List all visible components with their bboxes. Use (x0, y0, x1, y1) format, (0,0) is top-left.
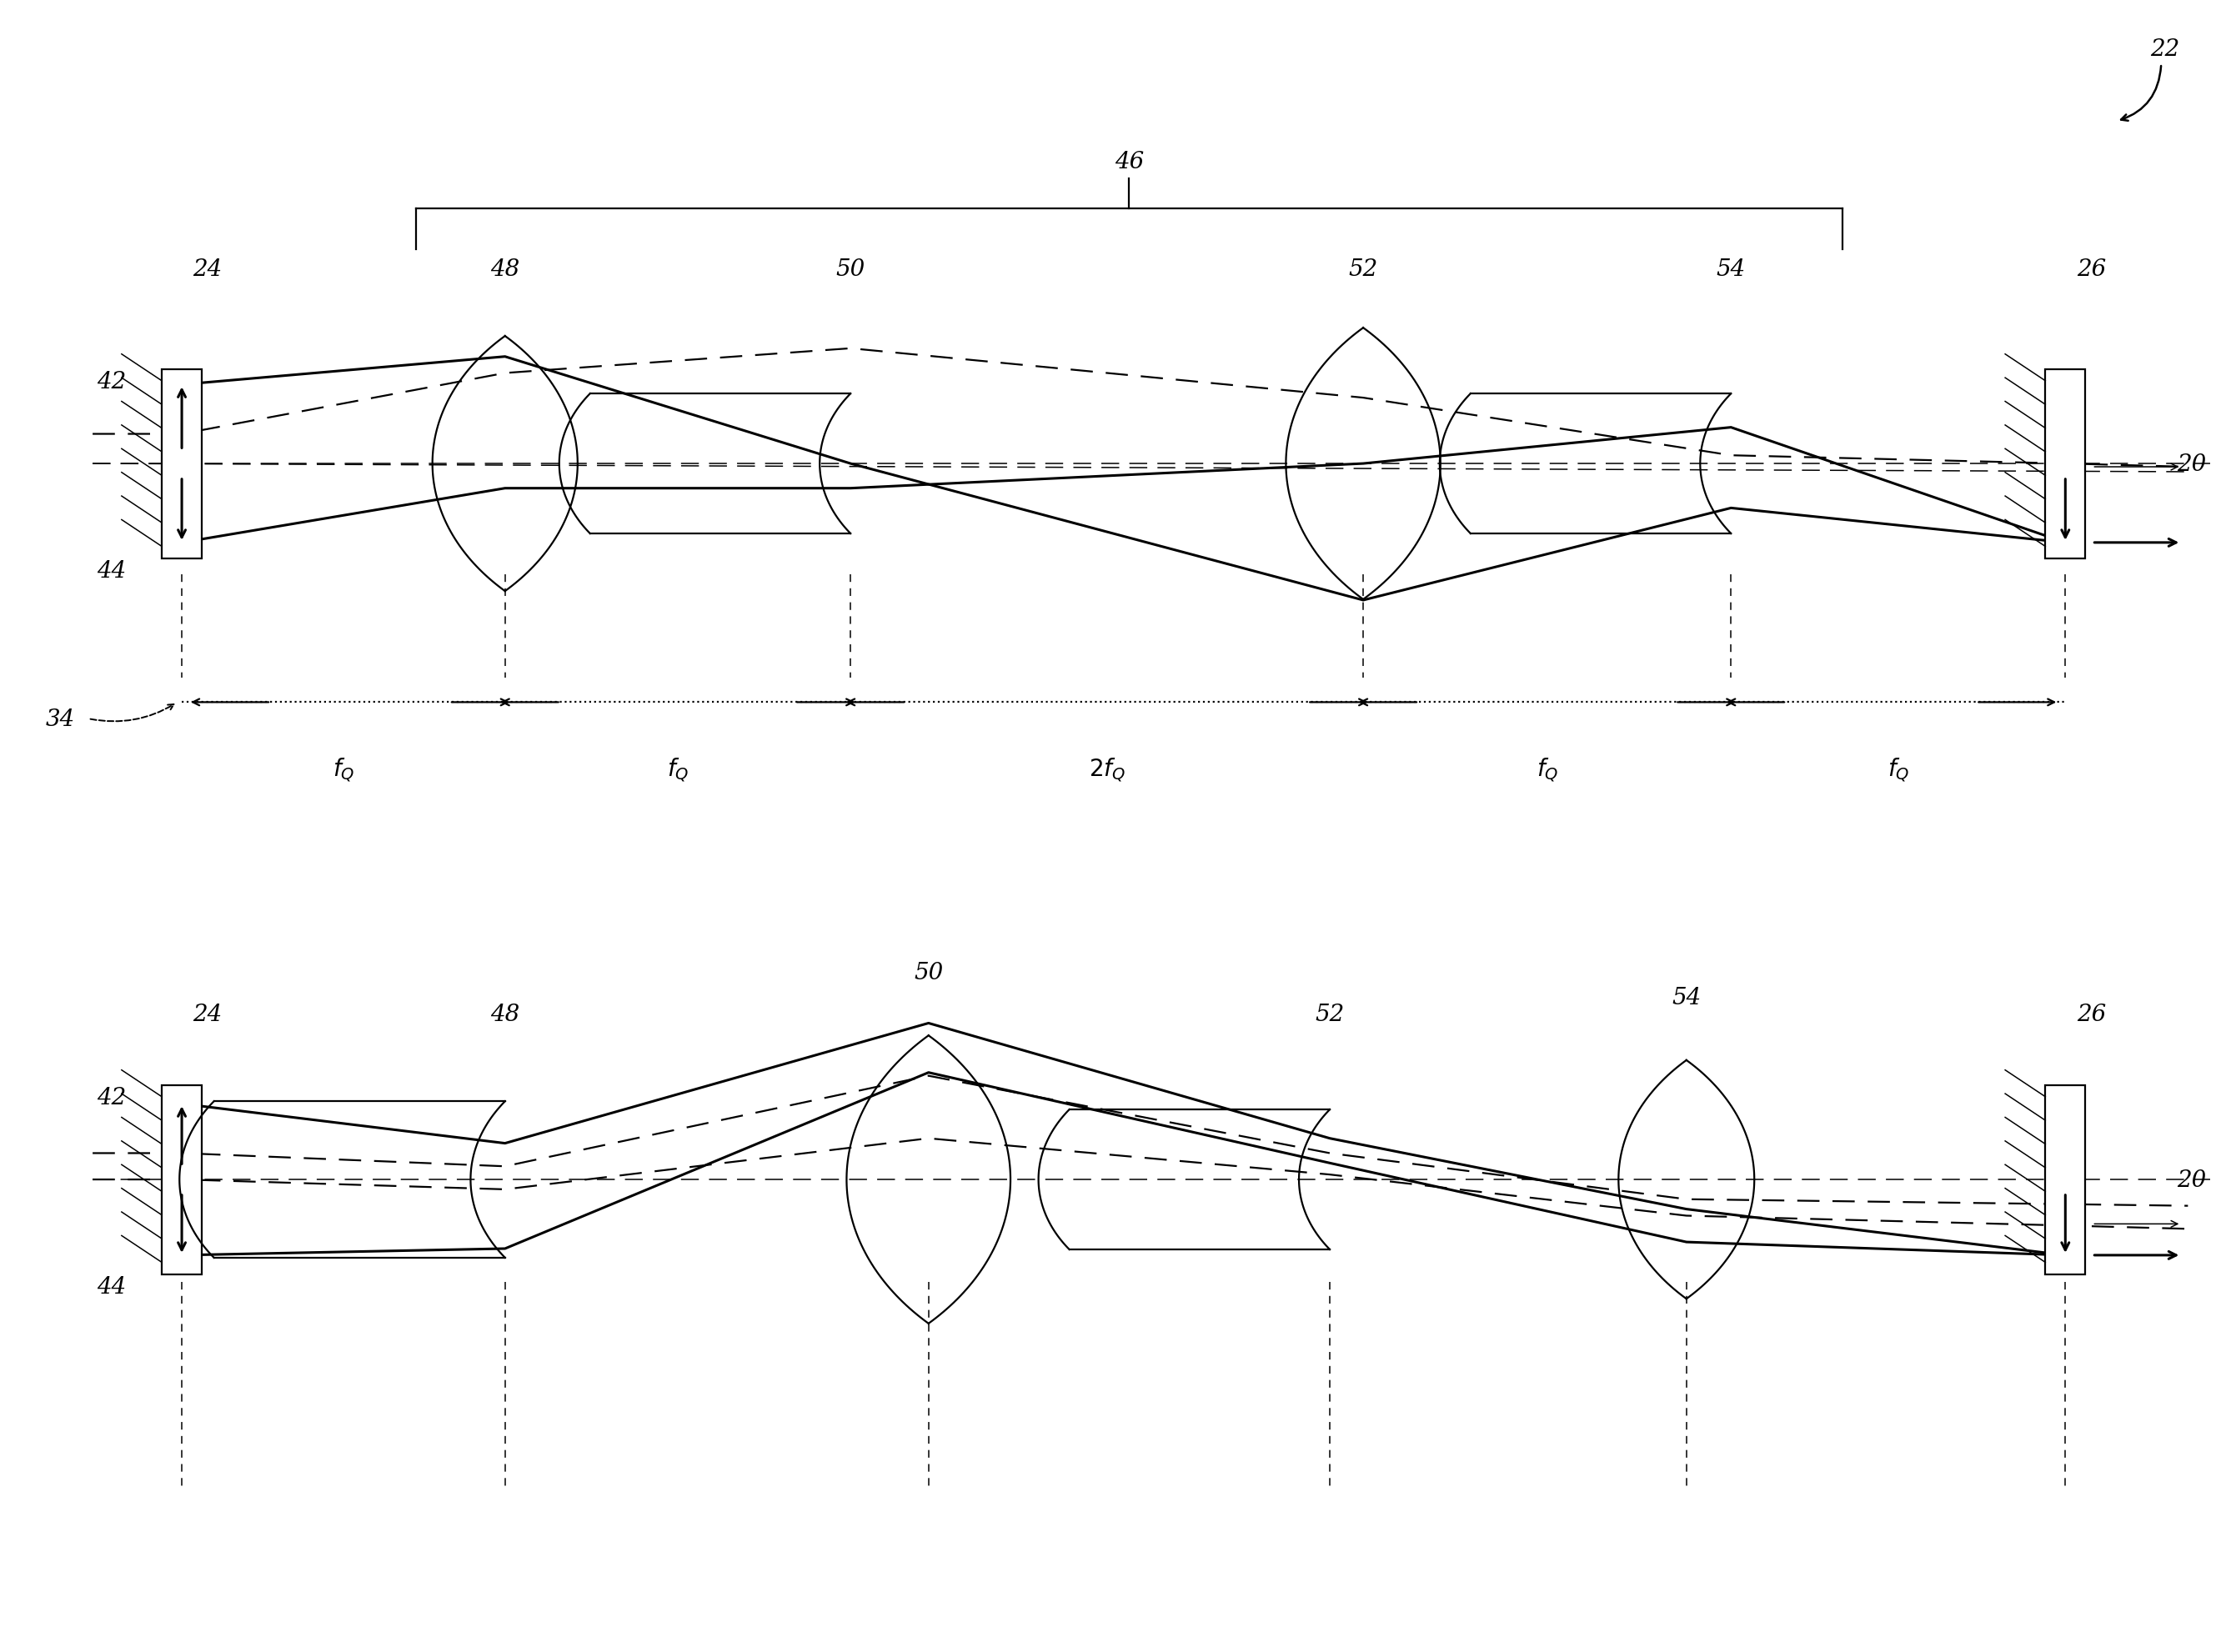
Text: 42: 42 (96, 370, 125, 393)
Text: 44: 44 (96, 560, 125, 582)
Text: $f_Q$: $f_Q$ (1887, 755, 1910, 783)
Text: 48: 48 (490, 1003, 519, 1026)
Text: 26: 26 (2077, 1003, 2106, 1026)
Text: 52: 52 (1315, 1003, 1344, 1026)
Text: $f_Q$: $f_Q$ (333, 755, 353, 783)
Text: 54: 54 (1717, 258, 1746, 281)
FancyArrowPatch shape (2122, 66, 2160, 122)
Text: 22: 22 (2151, 38, 2180, 61)
Text: 26: 26 (2077, 258, 2106, 281)
Text: 52: 52 (1348, 258, 1377, 281)
Text: 24: 24 (192, 1003, 221, 1026)
Text: 46: 46 (1114, 150, 1145, 173)
Text: 54: 54 (1673, 986, 1702, 1009)
Bar (2046, 370, 2086, 558)
Text: 50: 50 (836, 258, 865, 281)
Text: 20: 20 (2178, 1168, 2207, 1191)
Text: 20: 20 (2178, 453, 2207, 476)
Text: 42: 42 (96, 1085, 125, 1108)
Text: 48: 48 (490, 258, 519, 281)
Text: 24: 24 (192, 258, 221, 281)
FancyArrowPatch shape (89, 705, 174, 722)
Text: 50: 50 (915, 961, 944, 985)
Text: 34: 34 (45, 707, 74, 730)
Text: 44: 44 (96, 1275, 125, 1298)
Text: $2f_Q$: $2f_Q$ (1089, 755, 1125, 783)
Text: $f_Q$: $f_Q$ (666, 755, 689, 783)
Text: $f_Q$: $f_Q$ (1536, 755, 1558, 783)
Bar (161, 370, 201, 558)
Bar (161, 1085, 201, 1274)
Bar (2046, 1085, 2086, 1274)
